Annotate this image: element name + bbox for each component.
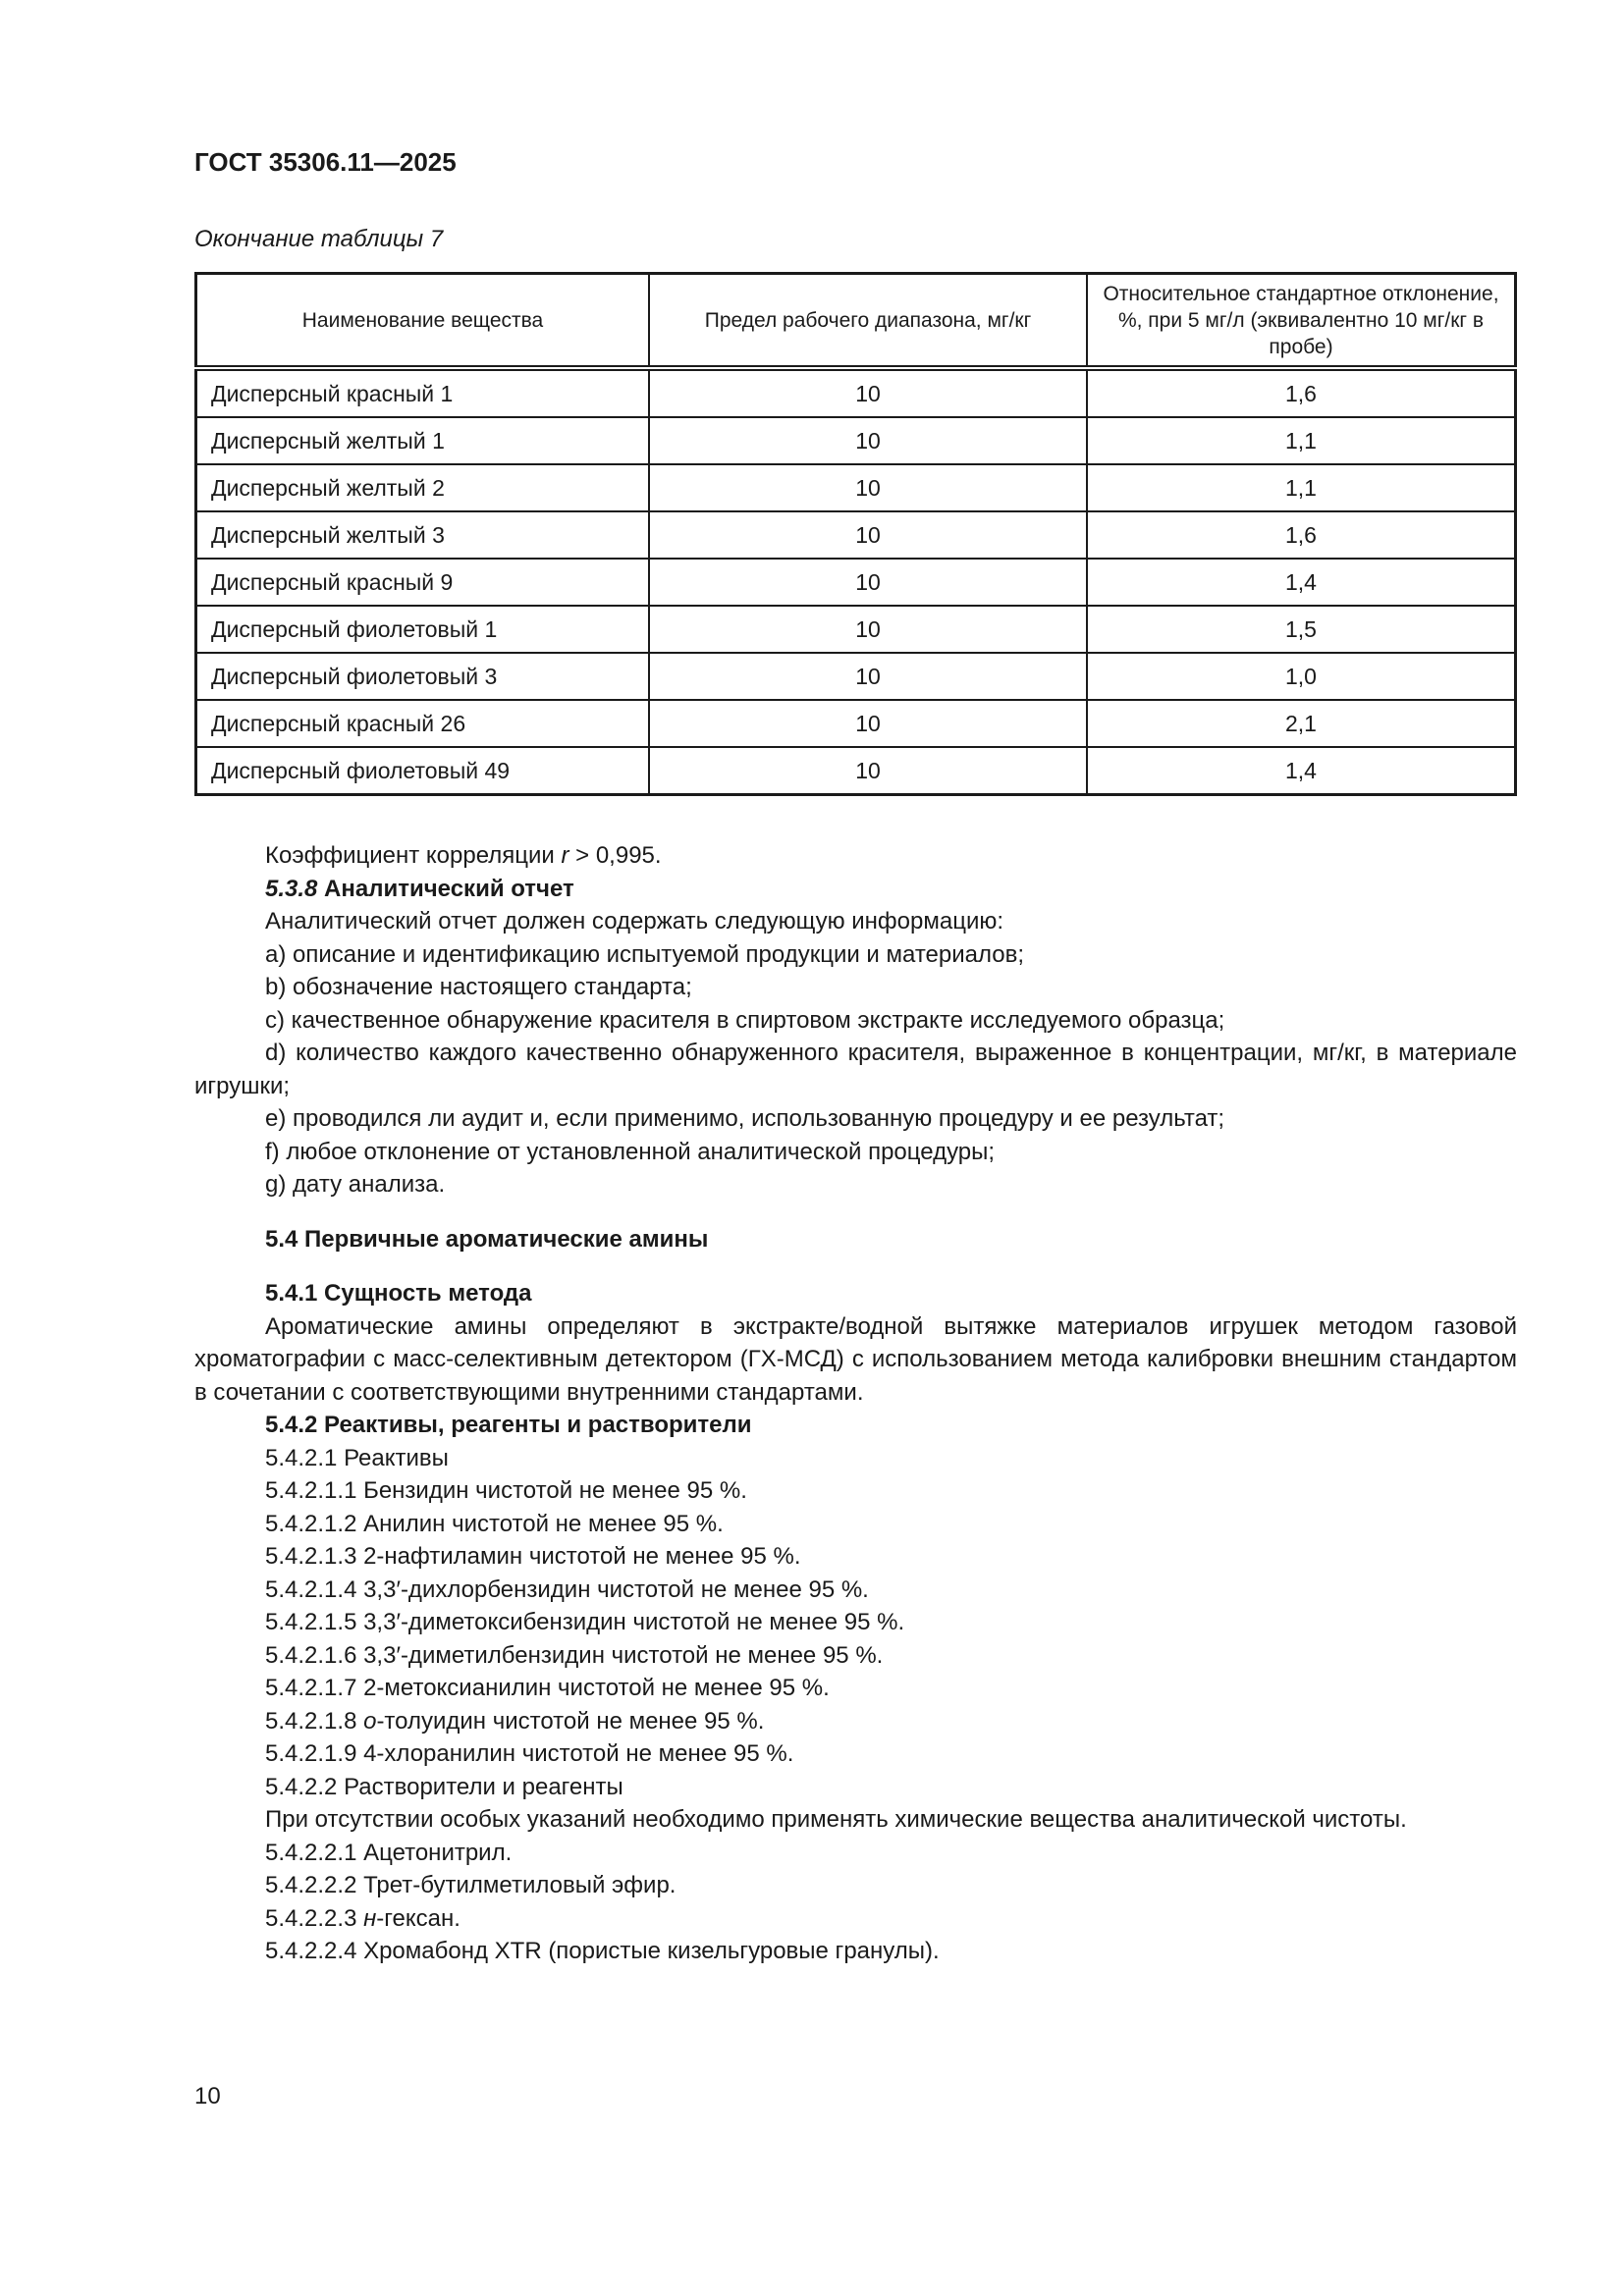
variable: r [561, 842, 569, 869]
table-cell: 2,1 [1086, 699, 1517, 748]
table-cell: 1,0 [1086, 652, 1517, 701]
list-item: b) обозначение настоящего стандарта; [265, 974, 692, 1000]
table-row: Дисперсный красный 9 10 1,4 [194, 558, 1517, 607]
section-number: 5.3.8 [265, 875, 318, 902]
section-heading-5-4-1: 5.4.1 Сущность метода [265, 1280, 532, 1307]
table-row: Дисперсный желтый 2 10 1,1 [194, 463, 1517, 512]
table-cell: 1,5 [1086, 605, 1517, 654]
list-item: 5.4.2.1.6 3,3′-диметилбензидин чистотой … [265, 1641, 884, 1669]
table-row: Дисперсный красный 26 10 2,1 [194, 699, 1517, 748]
list-item: 5.4.2.1.8 о-толуидин чистотой не менее 9… [194, 1705, 1517, 1738]
table-cell: Дисперсный желтый 3 [194, 510, 650, 560]
table-cell: 10 [648, 652, 1088, 701]
text: > 0,995. [568, 842, 662, 869]
document-number: ГОСТ 35306.11—2025 [194, 147, 457, 177]
paragraph: Ароматические амины определяют в экстрак… [194, 1312, 1517, 1406]
table-header-row: Наименование вещества Предел рабочего ди… [194, 272, 1517, 371]
text: 5.4.2.1.8 [265, 1707, 364, 1735]
list-item: 5.4.2.1 Реактивы [265, 1444, 449, 1471]
table-row: Дисперсный фиолетовый 49 10 1,4 [194, 746, 1517, 796]
table-cell: 1,4 [1086, 558, 1517, 607]
column-header: Наименование вещества [194, 272, 650, 371]
list-item: f) любое отклонение от установленной ана… [265, 1138, 996, 1165]
table-cell: 10 [648, 463, 1088, 512]
document-body: Коэффициент корреляции r > 0,995. 5.3.8 … [194, 839, 1517, 1968]
table-cell: 1,1 [1086, 463, 1517, 512]
column-header: Предел рабочего диапазона, мг/кг [648, 272, 1088, 371]
list-item: g) дату анализа. [265, 1171, 446, 1198]
table-cell: Дисперсный красный 9 [194, 558, 650, 607]
table-row: Дисперсный желтый 1 10 1,1 [194, 416, 1517, 465]
list-item: 5.4.2.2.4 Хромабонд XTR (пористые кизель… [265, 1938, 940, 1964]
table-caption: Окончание таблицы 7 [194, 226, 444, 252]
table-7: Наименование вещества Предел рабочего ди… [194, 272, 1517, 796]
table-row: Дисперсный красный 1 10 1,6 [194, 367, 1517, 418]
list-item: 5.4.2.1.9 4-хлоранилин чистотой не менее… [265, 1740, 794, 1767]
table-row: Дисперсный желтый 3 10 1,6 [194, 510, 1517, 560]
paragraph: При отсутствии особых указаний необходим… [265, 1806, 1407, 1833]
list-item: 5.4.2.1.4 3,3′-дихлорбензидин чистотой н… [265, 1575, 869, 1603]
table-cell: 1,4 [1086, 746, 1517, 796]
table-cell: Дисперсный красный 26 [194, 699, 650, 748]
list-item: e) проводился ли аудит и, если применимо… [265, 1105, 1225, 1132]
list-item: 5.4.2.2 Растворители и реагенты [265, 1773, 623, 1800]
table-cell: 10 [648, 367, 1088, 418]
column-header: Относительное стандартное отклонение, %,… [1086, 272, 1517, 371]
list-item: 5.4.2.2.3 н-гексан. [194, 1902, 1517, 1936]
list-item: 5.4.2.1.7 2-метоксианилин чистотой не ме… [265, 1675, 830, 1701]
text: н [363, 1904, 377, 1932]
list-item: a) описание и идентификацию испытуемой п… [265, 940, 1025, 968]
table-cell: 10 [648, 416, 1088, 465]
table-row: Дисперсный фиолетовый 1 10 1,5 [194, 605, 1517, 654]
list-item: 5.4.2.1.2 Анилин чистотой не менее 95 %. [265, 1510, 724, 1537]
table-cell: Дисперсный фиолетовый 3 [194, 652, 650, 701]
table-cell: 10 [648, 699, 1088, 748]
text: 5.4.2.2.3 [265, 1904, 364, 1932]
page-number: 10 [194, 2083, 221, 2109]
list-item: 5.4.2.1.5 3,3′-диметоксибензидин чистото… [265, 1609, 905, 1635]
table-row: Дисперсный фиолетовый 3 10 1,0 [194, 652, 1517, 701]
list-item: 5.4.2.2.1 Ацетонитрил. [265, 1839, 513, 1866]
table-cell: Дисперсный желтый 1 [194, 416, 650, 465]
list-item: 5.4.2.1.1 Бензидин чистотой не менее 95 … [265, 1477, 747, 1504]
list-item: 5.4.2.1.3 2-нафтиламин чистотой не менее… [265, 1543, 801, 1570]
section-heading-5-3-8: 5.3.8 Аналитический отчет [194, 873, 1517, 906]
text: Коэффициент корреляции [265, 842, 562, 869]
text: о [363, 1707, 377, 1735]
table-cell: 10 [648, 605, 1088, 654]
list-item: Аналитический отчет должен содержать сле… [265, 908, 1004, 934]
list-item: c) качественное обнаружение красителя в … [265, 1006, 1225, 1034]
table-cell: Дисперсный фиолетовый 49 [194, 746, 650, 796]
table-cell: Дисперсный фиолетовый 1 [194, 605, 650, 654]
table-cell: Дисперсный красный 1 [194, 367, 650, 418]
table-cell: 10 [648, 510, 1088, 560]
correlation-line: Коэффициент корреляции r > 0,995. [194, 839, 1517, 873]
list-item: 5.4.2.2.2 Трет-бутилметиловый эфир. [265, 1872, 677, 1898]
section-heading-5-4-2: 5.4.2 Реактивы, реагенты и растворители [265, 1412, 752, 1438]
section-title: Аналитический отчет [317, 875, 574, 902]
table-cell: 1,6 [1086, 510, 1517, 560]
table-cell: Дисперсный желтый 2 [194, 463, 650, 512]
table-cell: 1,1 [1086, 416, 1517, 465]
list-item: d) количество каждого качественно обнару… [194, 1040, 1517, 1099]
table-cell: 1,6 [1086, 367, 1517, 418]
table-cell: 10 [648, 558, 1088, 607]
table-cell: 10 [648, 746, 1088, 796]
text: -толуидин чистотой не менее 95 %. [376, 1707, 765, 1735]
text: -гексан. [376, 1904, 460, 1932]
section-heading-5-4: 5.4 Первичные ароматические амины [265, 1225, 709, 1253]
